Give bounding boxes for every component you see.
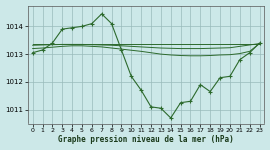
- X-axis label: Graphe pression niveau de la mer (hPa): Graphe pression niveau de la mer (hPa): [58, 135, 234, 144]
